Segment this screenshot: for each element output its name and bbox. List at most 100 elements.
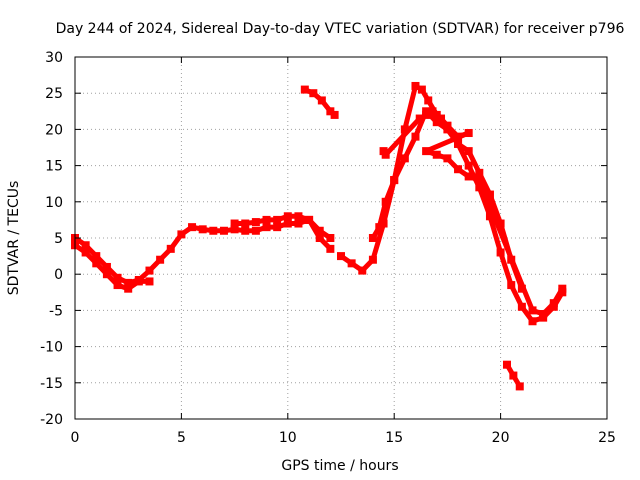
data-point <box>432 118 441 127</box>
data-point <box>347 259 356 268</box>
y-tick-label: -20 <box>40 412 63 428</box>
data-point <box>92 252 101 261</box>
data-point <box>390 176 399 185</box>
x-axis-ticks: 0 5 10 15 20 25 <box>71 57 616 446</box>
data-point <box>262 223 271 232</box>
data-point <box>251 226 260 235</box>
y-axis-label: SDTVAR / TECUs <box>6 181 22 296</box>
data-point <box>188 223 197 232</box>
data-point <box>411 81 420 90</box>
data-point <box>124 284 133 293</box>
data-point <box>558 284 567 293</box>
data-point <box>326 107 335 116</box>
x-tick-label: 0 <box>71 430 80 446</box>
data-point <box>300 85 309 94</box>
x-tick-label: 15 <box>385 430 403 446</box>
data-point <box>294 219 303 228</box>
data-point <box>326 244 335 253</box>
x-tick-label: 5 <box>177 430 186 446</box>
data-point <box>273 215 282 224</box>
data-point <box>464 147 473 156</box>
data-point <box>326 234 335 242</box>
data-point <box>230 219 239 228</box>
data-point <box>305 215 314 224</box>
y-axis-ticks: -20 -15 -10 -5 0 5 10 15 20 25 30 <box>40 50 607 428</box>
data-point <box>507 281 516 290</box>
data-point <box>230 225 239 234</box>
data-point <box>156 255 165 264</box>
y-tick-label: 25 <box>45 86 63 102</box>
data-point <box>317 96 326 105</box>
data-point <box>358 266 367 275</box>
data-point <box>417 85 426 94</box>
data-point <box>283 219 292 228</box>
data-point <box>92 259 101 268</box>
x-tick-label: 10 <box>279 430 297 446</box>
data-point <box>283 212 292 221</box>
data-point <box>464 161 473 170</box>
x-tick-label: 25 <box>598 430 616 446</box>
data-point <box>368 255 377 264</box>
y-tick-label: 30 <box>45 50 63 66</box>
data-points <box>71 81 567 391</box>
data-point <box>517 302 526 311</box>
data-point <box>496 248 505 257</box>
data-point <box>251 218 260 227</box>
data-point <box>379 219 388 228</box>
data-point <box>443 121 452 130</box>
data-point <box>415 114 424 123</box>
data-point <box>528 317 537 326</box>
data-point <box>81 241 90 250</box>
data-point <box>496 219 505 228</box>
chart-title: Day 244 of 2024, Sidereal Day-to-day VTE… <box>56 21 625 37</box>
data-point <box>485 212 494 221</box>
data-point <box>368 234 377 242</box>
y-tick-label: 5 <box>54 231 63 247</box>
data-point <box>424 96 433 105</box>
series-line <box>338 83 565 324</box>
y-tick-label: 15 <box>45 159 63 175</box>
data-point <box>219 226 228 235</box>
series-line <box>232 213 333 241</box>
data-point <box>241 219 250 228</box>
data-point <box>113 281 122 290</box>
data-point <box>381 150 390 159</box>
x-axis-label: GPS time / hours <box>281 458 398 474</box>
data-point <box>315 234 324 242</box>
data-point <box>454 165 463 174</box>
data-point <box>145 277 154 286</box>
data-point <box>124 278 133 287</box>
data-point <box>113 273 122 282</box>
grid <box>75 57 607 419</box>
data-point <box>145 266 154 275</box>
data-point <box>528 306 537 315</box>
data-point <box>515 382 524 391</box>
data-point <box>428 107 437 116</box>
data-point <box>502 360 511 369</box>
data-point <box>294 212 303 221</box>
data-point <box>198 225 207 234</box>
data-point <box>375 223 384 232</box>
y-tick-label: -5 <box>49 303 63 319</box>
data-point <box>381 197 390 206</box>
data-point <box>102 262 111 271</box>
data-point <box>464 172 473 181</box>
y-tick-label: 10 <box>45 195 63 211</box>
data-point <box>422 110 431 119</box>
data-point <box>102 270 111 279</box>
y-tick-label: 0 <box>54 267 63 283</box>
data-point <box>81 248 90 257</box>
data-point <box>262 215 271 224</box>
data-point <box>475 168 484 177</box>
data-point <box>400 125 409 134</box>
data-point <box>209 226 218 235</box>
data-point <box>400 154 409 163</box>
data-point <box>443 154 452 163</box>
data-point <box>315 226 324 235</box>
data-point <box>549 299 558 308</box>
data-point <box>422 147 431 156</box>
y-tick-label: 20 <box>45 122 63 138</box>
y-tick-label: -10 <box>40 340 63 356</box>
data-point <box>411 132 420 141</box>
